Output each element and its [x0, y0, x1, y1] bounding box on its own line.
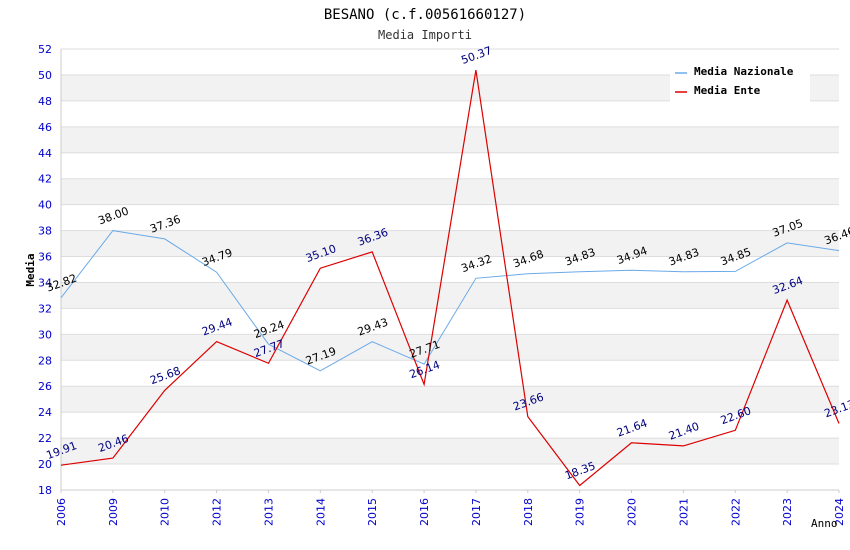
y-tick-label: 30	[38, 328, 52, 341]
y-tick-label: 50	[38, 69, 52, 82]
x-tick-label: 2014	[314, 498, 327, 526]
x-axis-label: Anno	[811, 517, 838, 530]
x-tick-label: 2018	[522, 498, 535, 526]
y-tick-label: 36	[38, 251, 52, 264]
x-tick-label: 2023	[781, 498, 794, 526]
legend: Media Nazionale Media Ente	[670, 60, 810, 102]
grid-band	[61, 282, 839, 309]
grid-band	[61, 178, 839, 205]
x-tick-label: 2017	[470, 498, 483, 526]
plot-bands	[61, 74, 839, 465]
y-tick-label: 38	[38, 225, 52, 238]
x-tick-labels: 2006 2009 2010 2012 2013 2014 2015 2016 2017 2018…	[55, 498, 846, 526]
grid-band	[61, 386, 839, 413]
chart-title: BESANO (c.f.00561660127)	[324, 7, 526, 23]
y-tick-labels: 18 20 22 24 26 28 30 32 34 36 38 40 42 44 46 48 50 52	[38, 43, 52, 497]
y-tick-label: 52	[38, 43, 52, 56]
x-tick-label: 2006	[55, 498, 68, 526]
y-tick-label: 20	[38, 458, 52, 471]
x-tick-label: 2021	[677, 498, 690, 526]
y-tick-label: 42	[38, 173, 52, 186]
y-tick-label: 44	[38, 147, 52, 160]
data-label: 50.37	[460, 44, 494, 67]
data-label: 25.68	[148, 364, 182, 387]
x-tick-label: 2019	[574, 498, 587, 526]
series-line-media-nazionale	[60, 230, 840, 372]
y-tick-label: 46	[38, 121, 52, 134]
y-tick-label: 26	[38, 380, 52, 393]
series-line-media-ente	[60, 70, 840, 487]
grid-band	[61, 438, 839, 465]
data-label: 38.00	[96, 204, 130, 227]
x-tick-label: 2012	[211, 498, 224, 526]
grid-band	[61, 126, 839, 153]
grid-band	[61, 230, 839, 257]
chart-subtitle: Media Importi	[378, 28, 472, 42]
legend-label-media-nazionale: Media Nazionale	[694, 65, 794, 78]
y-axis-label: Media	[24, 253, 37, 286]
x-tick-label: 2013	[262, 498, 275, 526]
legend-box	[670, 60, 810, 102]
x-tick-label: 2009	[107, 498, 120, 526]
x-tick-label: 2010	[159, 498, 172, 526]
x-tick-label: 2022	[729, 498, 742, 526]
y-tick-label: 24	[38, 406, 52, 419]
data-label: 36.46	[823, 224, 850, 247]
series-lines	[60, 70, 840, 487]
x-tick-label: 2020	[626, 498, 639, 526]
legend-label-media-ente: Media Ente	[694, 84, 761, 97]
y-tick-label: 18	[38, 484, 52, 497]
x-tick-label: 2024	[833, 498, 846, 526]
x-tick-label: 2016	[418, 498, 431, 526]
data-label: 21.64	[615, 417, 649, 440]
x-tick-label: 2015	[366, 498, 379, 526]
grid-band	[61, 334, 839, 361]
y-tick-label: 34	[38, 276, 52, 289]
y-tick-label: 48	[38, 95, 52, 108]
y-tick-label: 22	[38, 432, 52, 445]
axes	[60, 49, 840, 493]
y-tick-label: 28	[38, 354, 52, 367]
y-tick-label: 32	[38, 302, 52, 315]
y-tick-label: 40	[38, 199, 52, 212]
